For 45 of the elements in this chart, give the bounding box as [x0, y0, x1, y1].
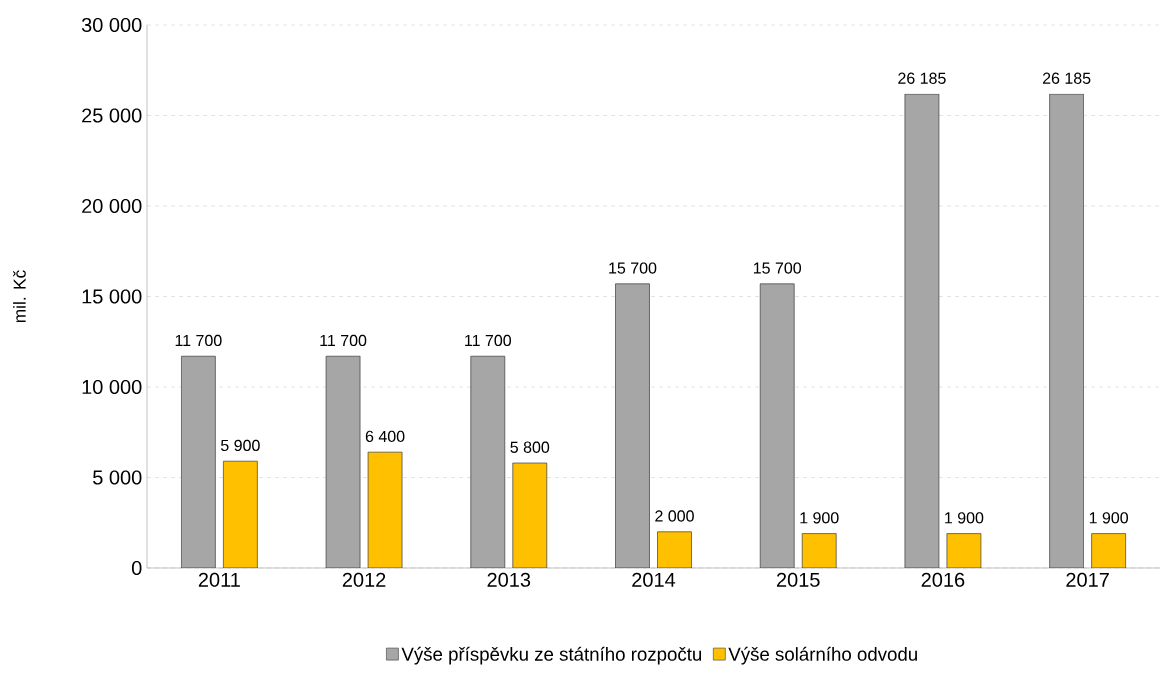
data-label: 1 900: [800, 512, 839, 524]
y-axis-title: mil. Kč: [13, 270, 26, 323]
data-label: 1 900: [945, 512, 984, 524]
data-label: 6 400: [365, 430, 405, 443]
legend-label: Výše příspěvku ze státního rozpočtu: [401, 646, 702, 665]
data-label: 15 700: [753, 262, 802, 274]
bar: [512, 462, 548, 568]
x-tick-label: 2016: [921, 572, 965, 587]
data-label: 5 900: [220, 439, 260, 452]
y-tick-label: 20 000: [82, 198, 142, 214]
data-label: 15 700: [609, 262, 657, 274]
y-tick-label: 0: [131, 560, 142, 576]
data-label: 2 000: [655, 510, 694, 522]
bar: [657, 531, 692, 568]
bar: [904, 93, 940, 568]
bar: [801, 533, 837, 568]
data-label: 26 185: [1042, 72, 1091, 84]
bar: [946, 533, 982, 568]
bar: [615, 283, 650, 568]
x-tick-label: 2015: [776, 572, 820, 587]
bar: [325, 355, 361, 568]
data-label: 5 800: [510, 441, 550, 453]
data-label: 26 185: [898, 72, 946, 84]
data-label: 11 700: [465, 334, 512, 347]
x-tick-label: 2011: [198, 572, 240, 587]
bar: [1049, 93, 1084, 568]
legend-label: Výše solárního odvodu: [728, 646, 917, 665]
x-tick-label: 2014: [632, 572, 676, 587]
x-tick-label: 2013: [487, 572, 531, 587]
y-tick-label: 15 000: [82, 289, 142, 304]
data-label: 11 700: [320, 334, 367, 347]
data-label: 11 700: [175, 334, 222, 347]
data-label: 1 900: [1089, 512, 1129, 524]
y-tick-label: 25 000: [82, 108, 142, 123]
bar: [181, 355, 216, 568]
x-tick-label: 2017: [1066, 572, 1109, 587]
y-tick-label: 10 000: [82, 379, 142, 395]
y-tick-label: 5 000: [93, 470, 142, 485]
x-tick-label: 2012: [342, 572, 386, 587]
bar: [367, 451, 403, 568]
bar: [470, 355, 506, 568]
y-tick-label: 30 000: [81, 17, 142, 33]
bar: [759, 283, 795, 568]
bar: [1091, 533, 1126, 568]
bar: [223, 460, 258, 568]
